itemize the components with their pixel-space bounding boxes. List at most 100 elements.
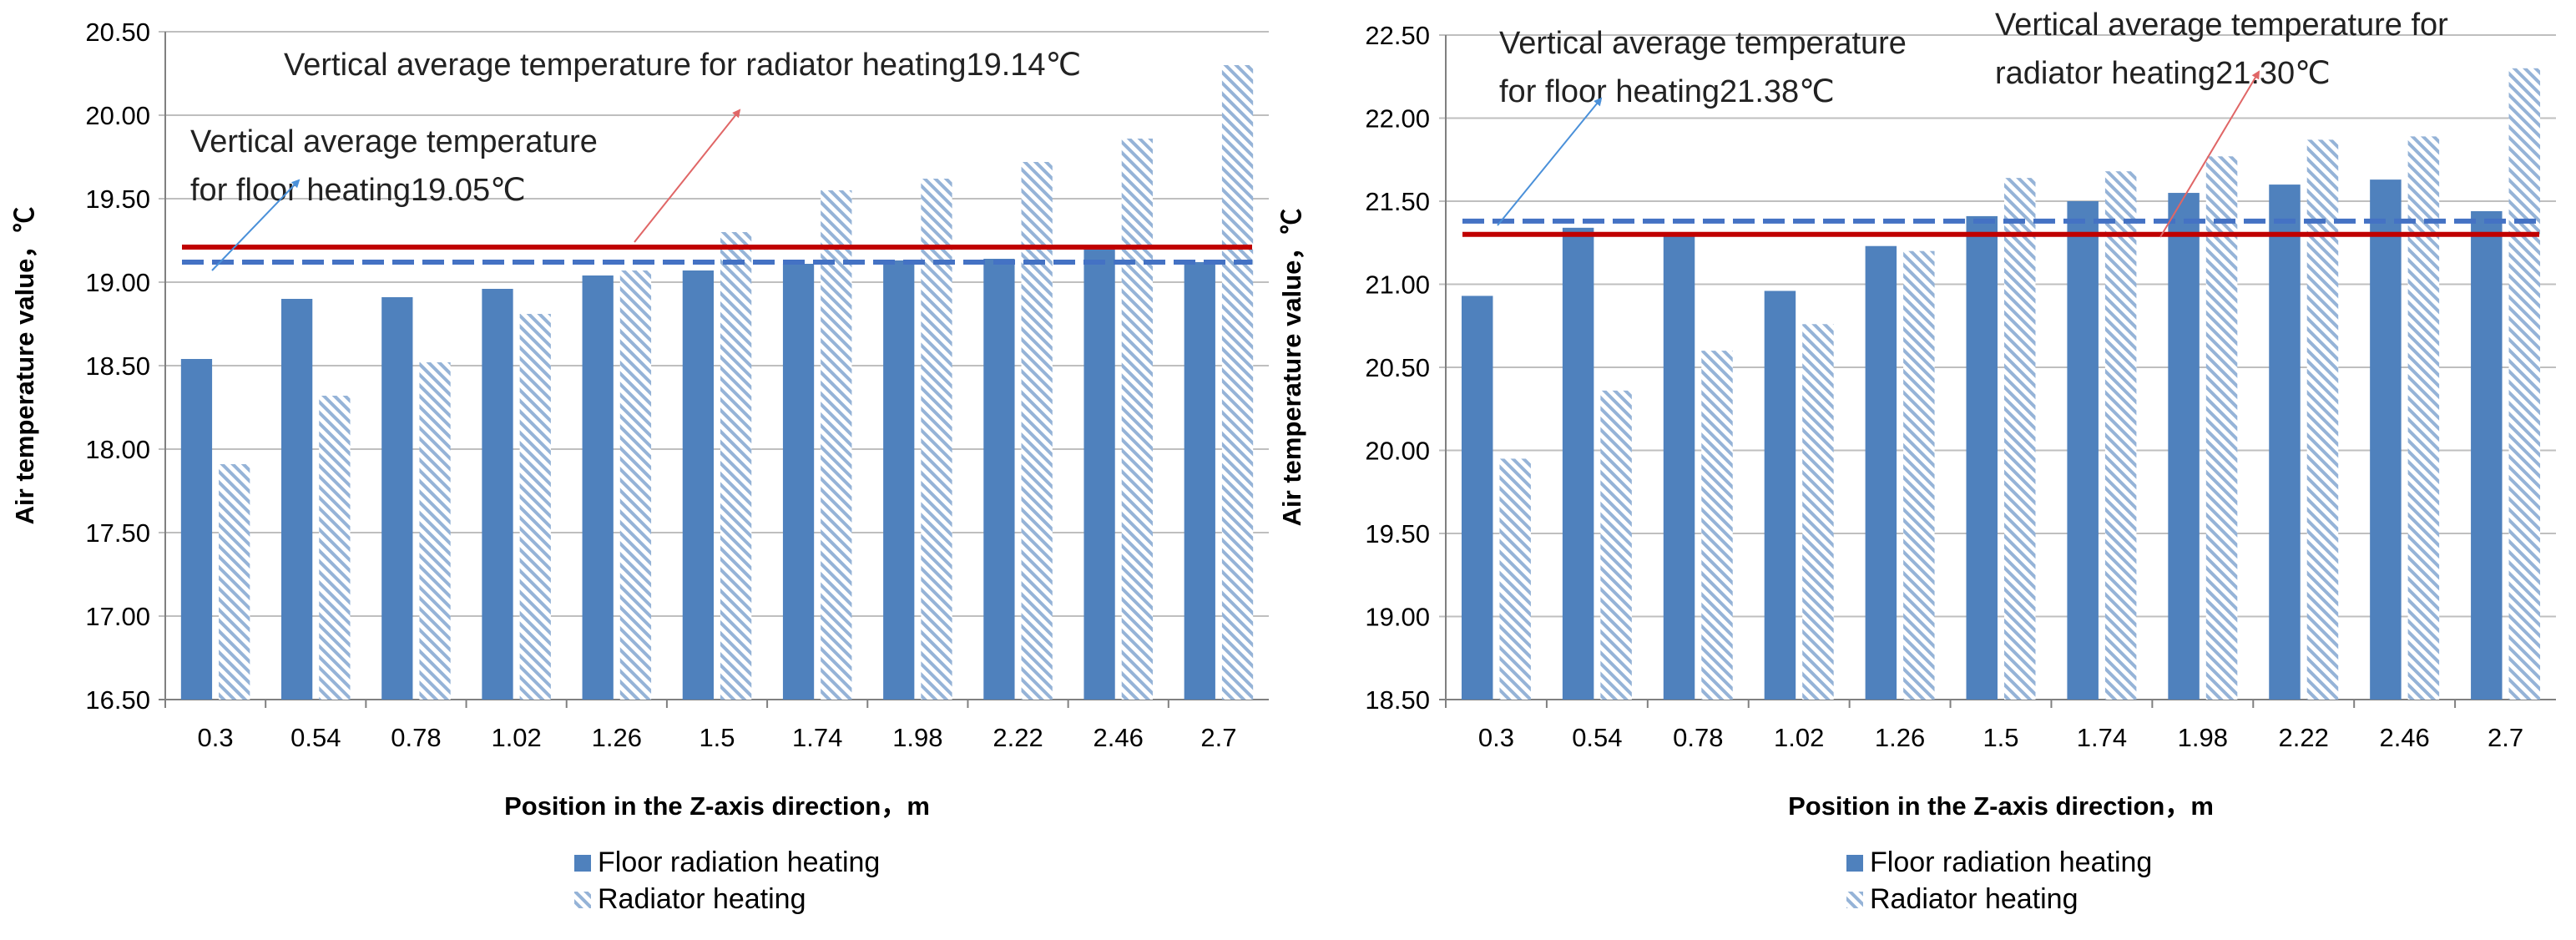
- y-tick-label: 21.00: [1365, 270, 1430, 300]
- y-tick-label: 22.50: [1365, 21, 1430, 50]
- bar-radiator: [821, 190, 852, 700]
- y-tick-label: 20.50: [1365, 353, 1430, 382]
- legend-swatch-radiator: [1846, 892, 1863, 908]
- bar-radiator: [2306, 139, 2339, 700]
- y-tick-label: 20.00: [1365, 437, 1430, 466]
- y-tick-label: 21.50: [1365, 187, 1430, 216]
- bar-radiator: [1499, 458, 1531, 700]
- bar-radiator: [921, 179, 952, 700]
- annotation-arrow-radiator: [2159, 70, 2260, 238]
- y-tick-label: 20.50: [85, 18, 150, 47]
- bar-floor-radiation: [281, 299, 313, 700]
- bar-radiator: [1903, 250, 1935, 700]
- x-tick-label: 0.54: [290, 723, 341, 752]
- y-tick-label: 20.00: [85, 101, 150, 130]
- bar-radiator: [219, 464, 250, 700]
- x-tick-label: 0.78: [1673, 723, 1723, 752]
- x-tick-label: 2.7: [1200, 723, 1236, 752]
- bar-radiator: [419, 362, 451, 700]
- y-tick-label: 19.00: [85, 268, 150, 297]
- bar-floor-radiation: [1184, 262, 1215, 700]
- annotation-radiator-line: radiator heating21.30℃: [1995, 56, 2331, 91]
- bar-radiator: [319, 396, 351, 700]
- bar-floor-radiation: [1562, 227, 1594, 700]
- legend-swatch-radiator: [574, 892, 591, 908]
- legend-label-radiator: Radiator heating: [1870, 883, 2078, 915]
- x-tick-label: 1.74: [792, 723, 842, 752]
- x-tick-label: 1.5: [699, 723, 735, 752]
- bar-floor-radiation: [582, 275, 614, 700]
- bar-radiator: [1121, 139, 1153, 700]
- bar-floor-radiation: [2471, 210, 2503, 700]
- x-tick-label: 0.3: [1478, 723, 1514, 752]
- annotation-floor-line: for floor heating21.38℃: [1499, 74, 1835, 109]
- legend-label-radiator: Radiator heating: [598, 883, 806, 915]
- annotation-floor-line: Vertical average temperature: [190, 124, 598, 159]
- y-tick-label: 18.50: [1365, 685, 1430, 715]
- y-tick-label: 19.50: [85, 184, 150, 214]
- y-tick-label: 19.50: [1365, 519, 1430, 548]
- bar-radiator: [1802, 324, 1834, 700]
- chart-1: 16.50 17.00 17.50 18.00 18.50 19.00 19.50 20.00…: [10, 18, 1269, 915]
- bar-radiator: [1600, 390, 1632, 700]
- y-tick-label: 18.50: [85, 351, 150, 381]
- annotation-arrow-floor: [211, 179, 301, 271]
- bar-radiator: [1021, 162, 1053, 700]
- y-axis-title: Air temperature value，℃: [1277, 209, 1306, 527]
- bar-radiator: [720, 232, 752, 700]
- annotation-radiator-line: Vertical average temperature for: [1995, 8, 2448, 43]
- bar-floor-radiation: [1461, 296, 1493, 700]
- bar-radiator: [2205, 156, 2238, 700]
- bar-radiator: [1701, 351, 1733, 700]
- bar-floor-radiation: [2370, 179, 2402, 700]
- bar-floor-radiation: [1083, 245, 1115, 700]
- x-tick-label: 0.3: [198, 723, 234, 752]
- x-tick-label: 2.7: [2488, 723, 2523, 752]
- bar-floor-radiation: [782, 264, 815, 700]
- bar-floor-radiation: [1865, 245, 1897, 700]
- bar-radiator: [1221, 65, 1254, 700]
- bar-floor-radiation: [1663, 234, 1695, 700]
- x-tick-label: 2.22: [993, 723, 1043, 752]
- bar-floor-radiation: [983, 259, 1015, 700]
- x-axis-title: Position in the Z-axis direction，m: [1788, 791, 2214, 821]
- bar-floor-radiation: [482, 289, 513, 700]
- legend-swatch-floor: [1846, 855, 1863, 872]
- y-tick-label: 19.00: [1365, 603, 1430, 632]
- annotation-floor-line: for floor heating19.05℃: [190, 173, 526, 208]
- legend-label-floor: Floor radiation heating: [598, 847, 880, 878]
- y-axis-title: Air temperature value，℃: [10, 207, 39, 525]
- legend-label-floor: Floor radiation heating: [1870, 847, 2152, 878]
- x-tick-label: 0.54: [1572, 723, 1622, 752]
- x-tick-label: 1.98: [892, 723, 942, 752]
- bar-radiator: [2104, 171, 2137, 700]
- bar-floor-radiation: [1966, 215, 1998, 700]
- x-tick-label: 2.46: [2379, 723, 2429, 752]
- x-tick-label: 1.02: [1774, 723, 1824, 752]
- x-tick-label: 1.98: [2178, 723, 2228, 752]
- bar-floor-radiation: [1764, 291, 1796, 700]
- bar-floor-radiation: [2168, 193, 2200, 700]
- bar-floor-radiation: [682, 270, 714, 700]
- bar-floor-radiation: [2067, 201, 2099, 700]
- legend: Floor radiation heating Radiator heating: [574, 847, 880, 915]
- x-tick-label: 2.22: [2279, 723, 2329, 752]
- x-tick-label: 1.26: [592, 723, 642, 752]
- annotation-arrow-floor: [1497, 97, 1603, 226]
- x-tick-label: 1.74: [2077, 723, 2127, 752]
- x-tick-label: 1.26: [1875, 723, 1925, 752]
- bar-floor-radiation: [2269, 184, 2301, 700]
- bar-radiator: [619, 270, 652, 700]
- legend: Floor radiation heating Radiator heating: [1846, 847, 2152, 915]
- y-tick-label: 18.00: [85, 435, 150, 464]
- annotation-arrow-radiator: [634, 109, 741, 243]
- annotation-floor-line: Vertical average temperature: [1499, 26, 1907, 61]
- y-tick-label: 17.50: [85, 518, 150, 548]
- x-tick-label: 1.02: [491, 723, 541, 752]
- bar-floor-radiation: [381, 297, 413, 700]
- bar-radiator: [2407, 136, 2440, 700]
- bar-radiator: [519, 314, 551, 700]
- chart-2: 18.50 19.00 19.50 20.00 20.50 21.00 21.50 22.00…: [1277, 8, 2556, 915]
- x-axis-title: Position in the Z-axis direction，m: [504, 791, 930, 821]
- y-tick-label: 17.00: [85, 602, 150, 631]
